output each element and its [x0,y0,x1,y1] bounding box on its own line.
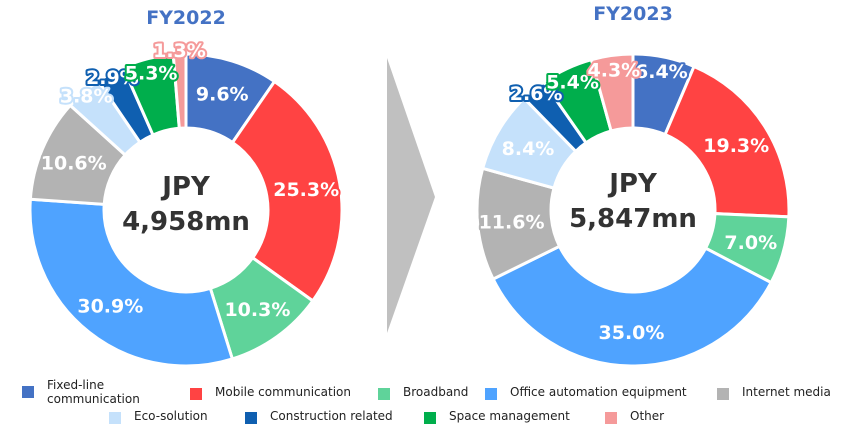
center-label-currency: JPY [607,169,658,199]
chart-legend: Fixed-line communication Mobile communic… [0,378,856,435]
legend-label: Space management [449,409,570,423]
legend-label: Construction related [270,409,393,423]
data-label-internet-media: 11.6% [479,211,545,233]
data-label-mobile-communication: 19.3% [703,135,769,157]
legend-swatch [109,412,121,424]
legend-label: Other [630,409,665,423]
data-label-other: 4.3% [588,59,641,81]
legend-item-construction: Construction related [245,409,393,424]
legend-label: Mobile communication [215,385,351,399]
slice-office-automation-equipment [491,244,774,368]
legend-label: Office automation equipment [510,385,687,399]
legend-label: Broadband [403,385,469,399]
legend-swatch [245,412,257,424]
legend-label: Fixed-line communication [47,378,140,406]
data-label-internet-media: 10.6% [41,152,107,174]
legend-label: Internet media [742,385,831,399]
legend-item-broadband: Broadband [378,385,468,400]
legend-swatch [378,388,390,400]
slice-mobile-communication [230,79,344,303]
data-label-construction-related: 2.6% [510,83,563,105]
legend-swatch [424,412,436,424]
data-label-office-automation-equipment: 30.9% [77,296,143,318]
data-label-fixed-line-communication: 9.6% [196,84,249,106]
donut-chart-fy2022: FY2022 9.6% 25.3% 10.3% 30.9% 10.6% 3.8%2.9%5… [28,7,344,368]
slice-office-automation-equipment [28,197,235,368]
legend-swatch [190,388,202,400]
data-label-eco-solution: 3.8% [60,85,113,107]
data-label-eco-solution: 8.4% [502,138,555,160]
legend-item-space-management: Space management [424,409,570,424]
legend-swatch [22,386,34,398]
center-label-currency: JPY [160,172,211,202]
slice-other [171,52,188,130]
legend-item-other: Other [605,409,664,424]
data-label-broadband: 10.3% [224,299,290,321]
donut-chart-fy2023: FY2023 6.4% 19.3% 7.0% 35.0% 11.6% 8.4% 2.6%5.… [475,3,791,368]
legend-item-fixed-line: Fixed-line communication [22,378,140,406]
legend-item-mobile: Mobile communication [190,385,351,400]
slice-other [589,52,635,133]
slice-mobile-communication [663,64,791,219]
chart-title: FY2023 [593,3,673,25]
data-label-fixed-line-communication: 6.4% [635,61,688,83]
data-label-construction-related: 2.9% [86,67,139,89]
legend-item-office-automation: Office automation equipment [485,385,687,400]
legend-swatch [717,388,729,400]
data-label-other: 1.3% [153,40,206,62]
data-label-office-automation-equipment: 35.0% [599,322,665,344]
legend-swatch [485,388,497,400]
data-label-space-management: 5.4% [546,72,599,94]
chart-title: FY2022 [146,7,226,29]
data-label-broadband: 7.0% [724,232,777,254]
legend-swatch [605,412,617,424]
legend-item-eco-solution: Eco-solution [109,409,208,424]
legend-item-internet-media: Internet media [717,385,831,400]
charts-canvas: FY2022 9.6%25.3%10.3%30.9%10.6%3.8%2.9%5… [28,3,791,368]
transition-arrow [387,58,435,333]
legend-label: Eco-solution [134,409,208,423]
center-label-total: 4,958mn [122,207,250,237]
center-label-total: 5,847mn [569,204,697,234]
data-label-space-management: 5.3% [125,62,178,84]
data-label-mobile-communication: 25.3% [273,179,339,201]
